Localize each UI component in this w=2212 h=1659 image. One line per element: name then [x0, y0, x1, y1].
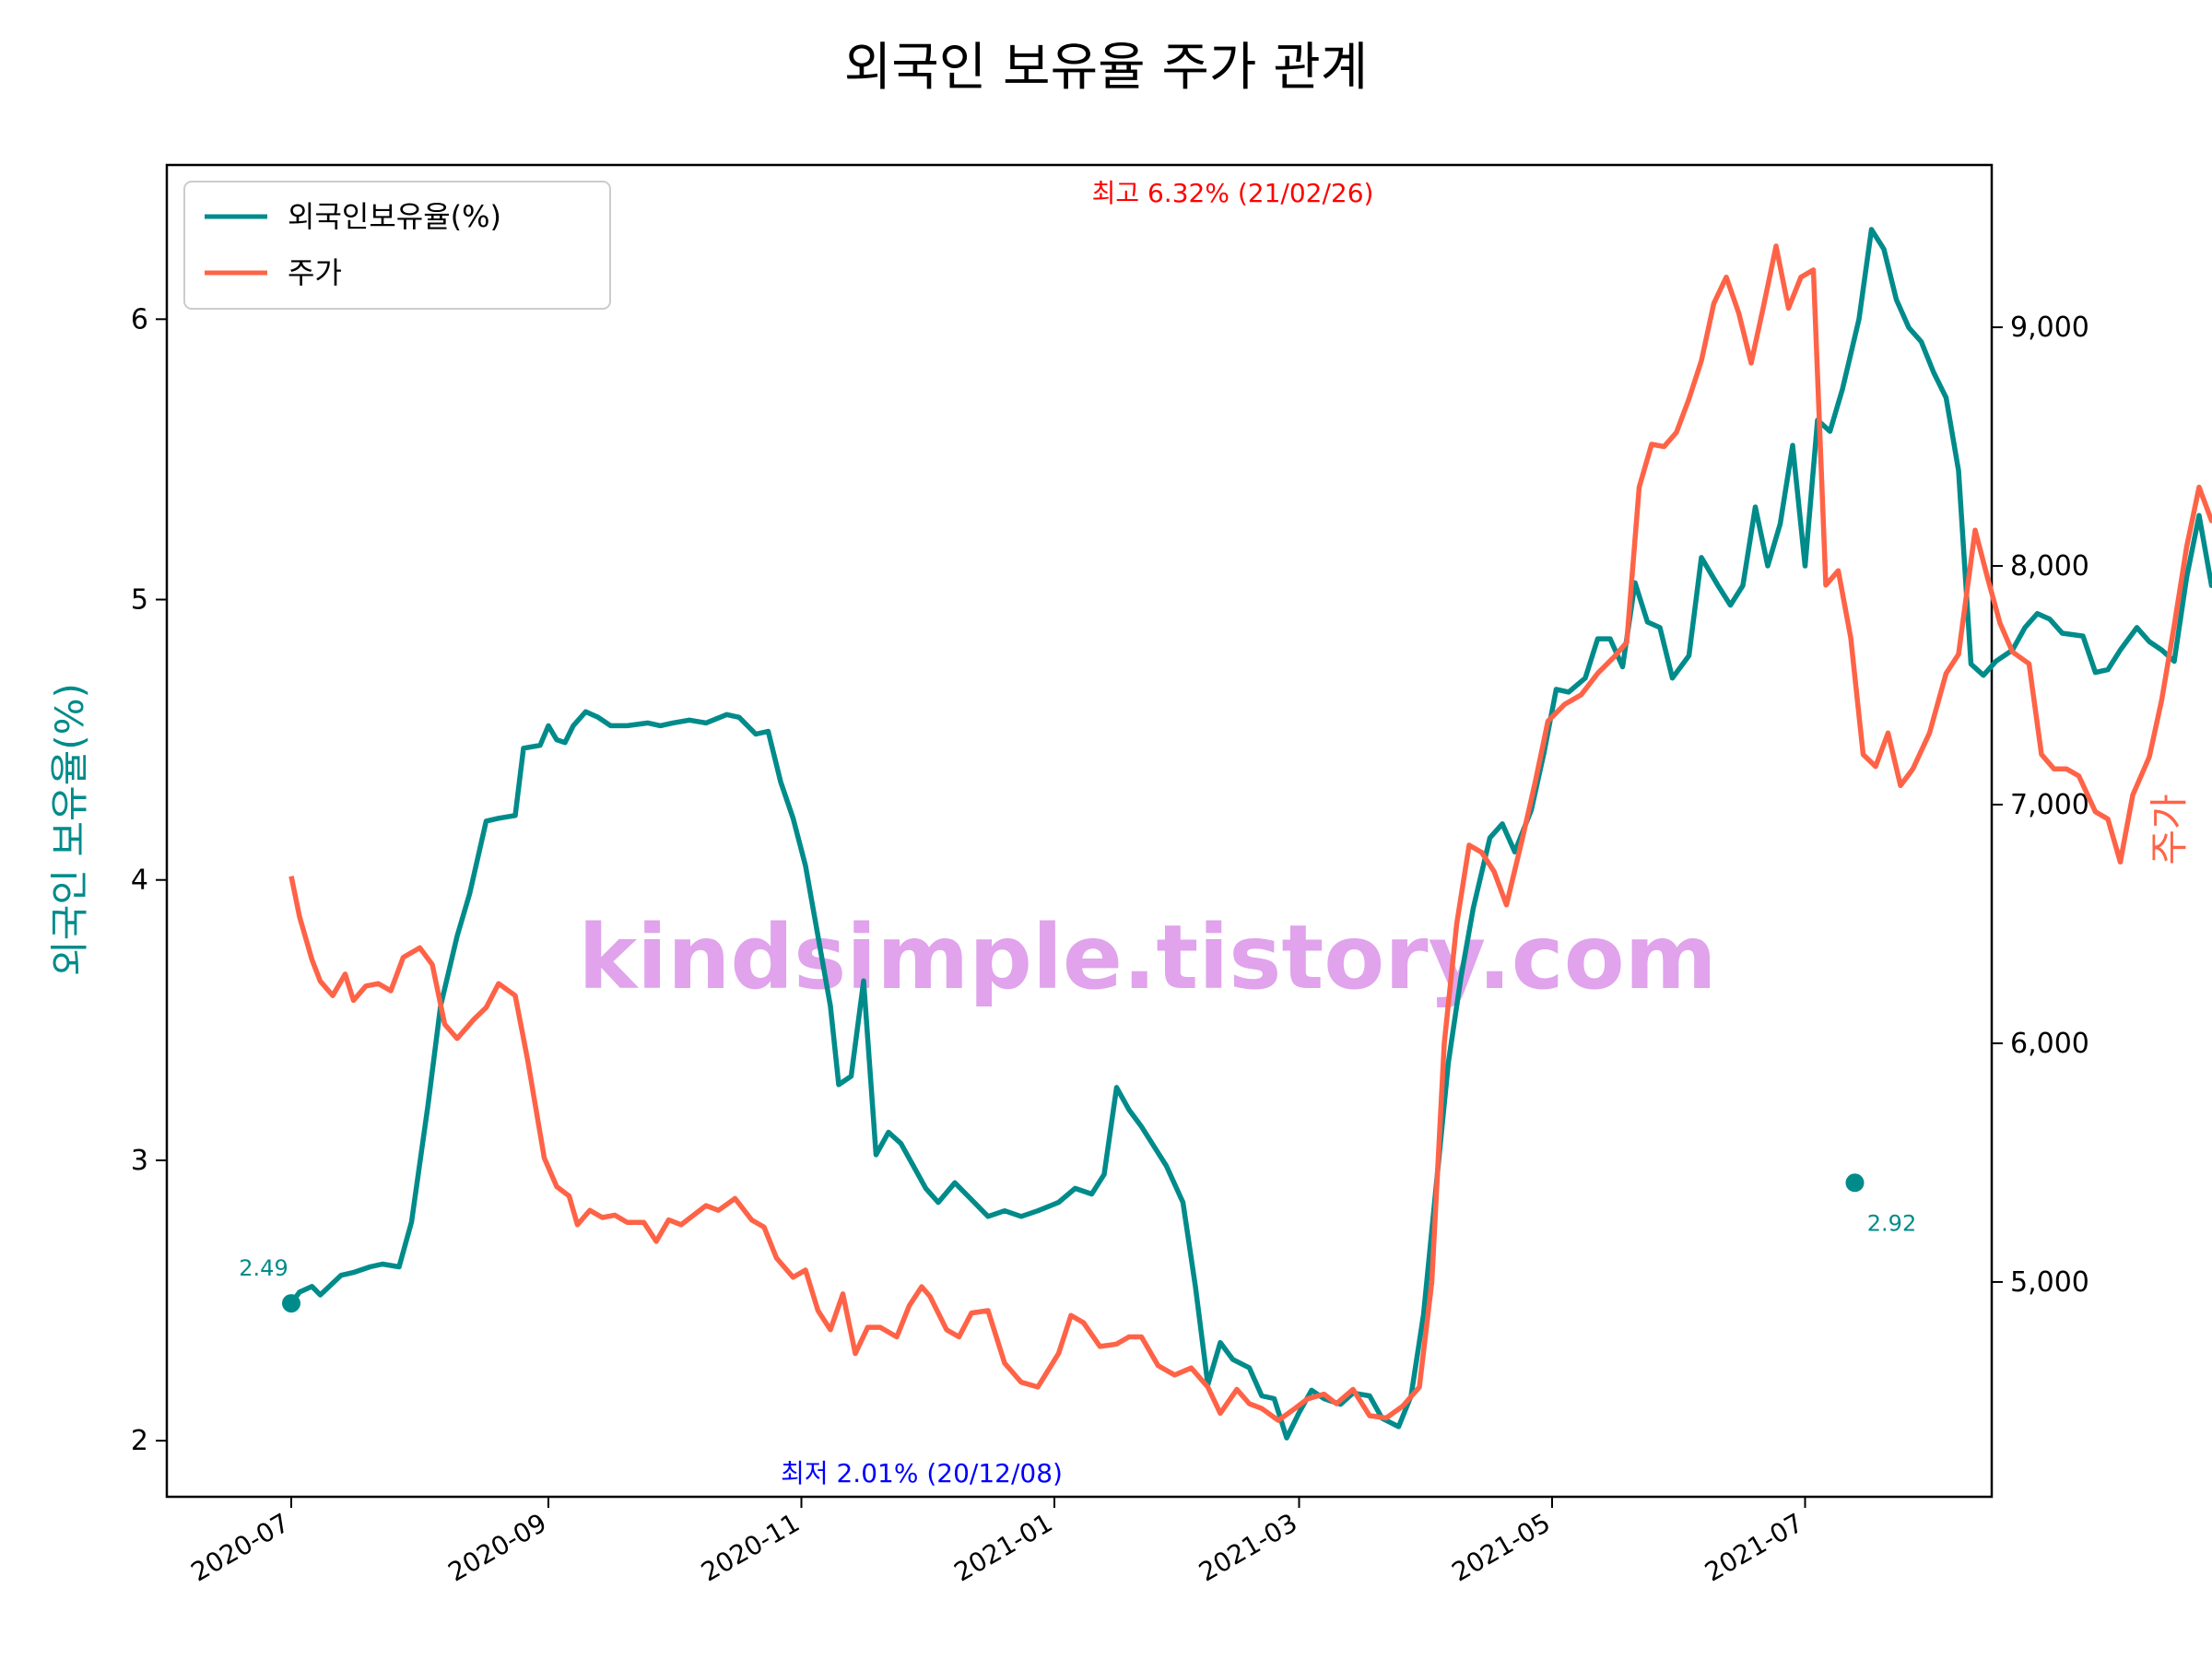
end-marker: [1845, 1173, 1865, 1193]
y-axis-right: 5,000 6,000 7,000 8,000 9,000: [1992, 312, 2089, 1299]
y-right-tick-label: 7,000: [2010, 789, 2089, 821]
x-tick-label: 2021-07: [1700, 1507, 1808, 1587]
chart-title: 외국인 보유율 주가 관계: [844, 38, 1369, 98]
min-annotation: 최저 2.01% (20/12/08): [781, 1458, 1063, 1488]
start-marker: [282, 1294, 300, 1313]
watermark: kindsimple.tistory.com: [578, 906, 1716, 1009]
end-value-label: 2.92: [1867, 1210, 1916, 1236]
y-right-tick-label: 8,000: [2010, 550, 2089, 582]
y-left-tick-label: 3: [131, 1145, 148, 1177]
y-axis-left-label: 외국인 보유율(%): [47, 683, 92, 976]
price-line: [288, 243, 2212, 1423]
x-tick-label: 2020-11: [696, 1507, 805, 1587]
y-left-tick-label: 2: [131, 1425, 148, 1457]
legend-box: [183, 181, 611, 310]
y-axis-left: 2 3 4 5 6: [131, 303, 167, 1457]
max-annotation: 최고 6.32% (21/02/26): [1092, 178, 1374, 208]
x-tick-label: 2021-01: [949, 1507, 1058, 1587]
x-axis: 2020-07 2020-09 2020-11 2021-01 2021-03 2021-…: [186, 1497, 1808, 1588]
y-right-tick-label: 6,000: [2010, 1028, 2089, 1060]
y-right-tick-label: 5,000: [2010, 1266, 2089, 1299]
legend-label-ownership: 외국인보유율(%): [288, 199, 501, 234]
y-axis-right-label: 주가: [2147, 794, 2192, 865]
ownership-line: [288, 227, 2212, 1441]
x-tick-label: 2021-05: [1447, 1507, 1556, 1587]
legend: 외국인보유율(%) 주가: [183, 181, 611, 310]
y-left-tick-label: 4: [131, 865, 148, 897]
y-left-tick-label: 5: [131, 584, 148, 617]
annotations: 최고 6.32% (21/02/26) 최저 2.01% (20/12/08) …: [239, 178, 1916, 1488]
x-tick-label: 2020-09: [443, 1507, 552, 1587]
plot-frame: [165, 163, 1994, 1499]
x-tick-label: 2021-03: [1194, 1507, 1302, 1587]
series-layer: [282, 227, 2212, 1441]
y-left-tick-label: 6: [131, 303, 148, 335]
y-right-tick-label: 9,000: [2010, 312, 2089, 344]
x-tick-label: 2020-07: [186, 1507, 295, 1587]
legend-label-price: 주가: [288, 255, 342, 290]
start-value-label: 2.49: [239, 1255, 288, 1281]
